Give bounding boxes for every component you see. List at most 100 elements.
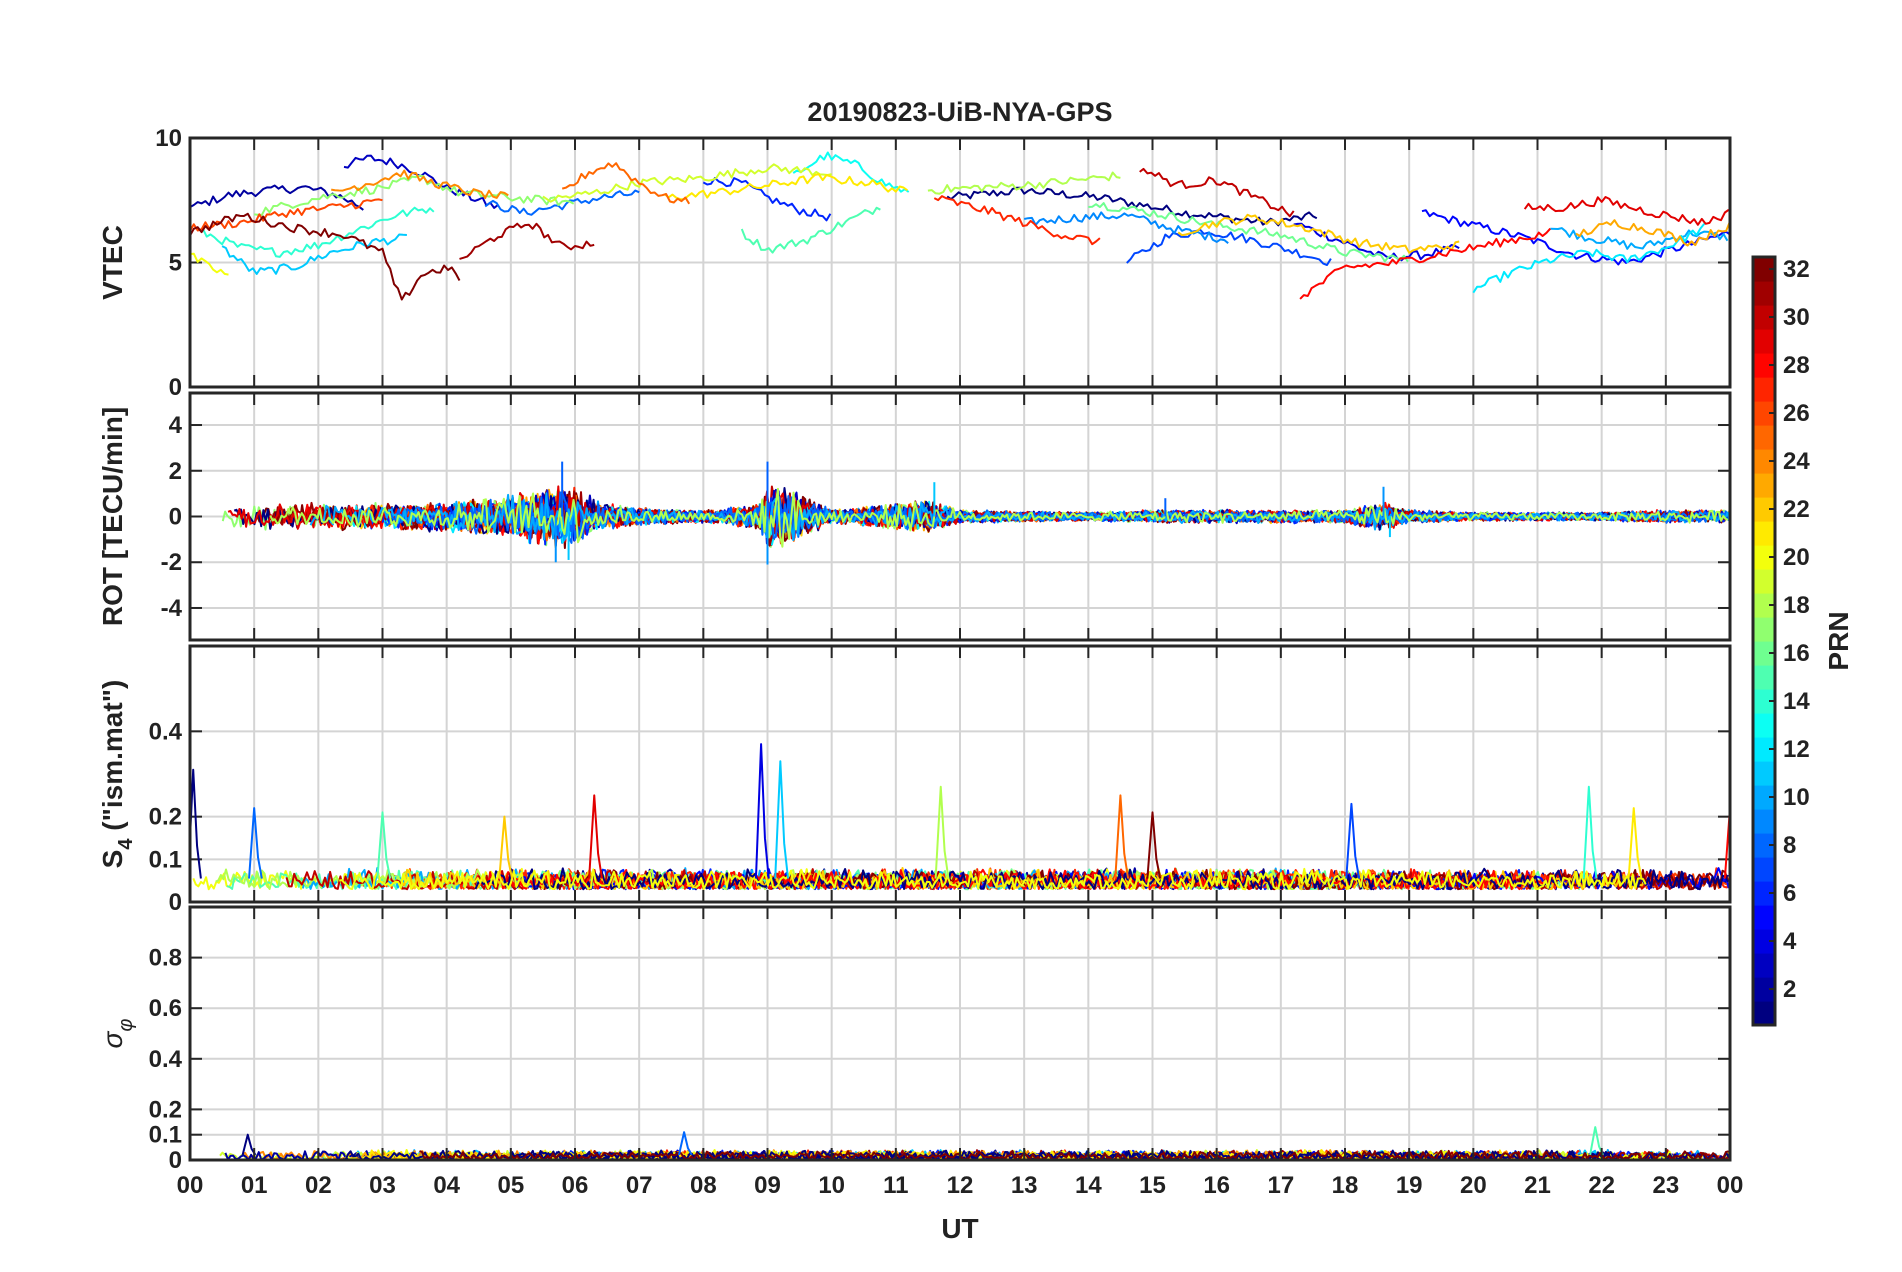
y-axis-title-s4: S4 ("ism.mat") bbox=[97, 680, 137, 869]
y-tick-label: 0.1 bbox=[149, 1122, 182, 1149]
colorbar-tick-label: 10 bbox=[1783, 784, 1810, 811]
x-tick-label: 19 bbox=[1396, 1172, 1423, 1199]
colorbar-segment bbox=[1753, 953, 1775, 978]
vtec-series-prn-25 bbox=[561, 162, 691, 205]
vtec-series-prn-28 bbox=[1299, 227, 1552, 300]
x-tick-label: 01 bbox=[241, 1172, 268, 1199]
colorbar-segment bbox=[1753, 857, 1775, 882]
vtec-series-prn-24 bbox=[331, 169, 509, 200]
s4-peak bbox=[588, 794, 603, 879]
y-tick-label: 0 bbox=[169, 504, 182, 531]
y-axis-title-sub: 4 bbox=[115, 838, 137, 850]
colorbar-segment bbox=[1753, 593, 1775, 618]
s4-peak bbox=[498, 815, 514, 879]
x-tick-label: 20 bbox=[1460, 1172, 1487, 1199]
colorbar-tick-label: 28 bbox=[1783, 352, 1810, 379]
colorbar-tick-label: 2 bbox=[1783, 976, 1796, 1003]
colorbar-segment bbox=[1753, 929, 1775, 954]
y-tick-label: 2 bbox=[169, 458, 182, 485]
colorbar-tick-label: 8 bbox=[1783, 832, 1796, 859]
colorbar-segment bbox=[1753, 281, 1775, 306]
s4-series bbox=[474, 867, 1729, 891]
colorbar-segment bbox=[1753, 713, 1775, 738]
vtec-series-prn-30 bbox=[1139, 167, 1295, 218]
panel-frame bbox=[188, 136, 1732, 389]
x-axis-title: UT bbox=[941, 1213, 978, 1244]
colorbar-segment bbox=[1753, 257, 1775, 282]
x-tick-label: 08 bbox=[690, 1172, 717, 1199]
y-tick-label: 4 bbox=[169, 412, 183, 439]
colorbar-segment bbox=[1753, 881, 1775, 906]
colorbar-segment bbox=[1753, 377, 1775, 402]
vtec-series-prn-7 bbox=[1126, 228, 1332, 266]
vtec-series-prn-27 bbox=[933, 195, 1101, 246]
x-tick-label: 06 bbox=[562, 1172, 589, 1199]
panel-vtec: 0 5 10 VTEC bbox=[97, 125, 1732, 401]
colorbar-segment bbox=[1753, 521, 1775, 546]
colorbar-segment bbox=[1753, 689, 1775, 714]
vtec-series-prn-14 bbox=[201, 206, 435, 258]
colorbar-label: PRN bbox=[1823, 611, 1854, 670]
vtec-series-prn-29 bbox=[1523, 196, 1730, 226]
chart-title: 20190823-UiB-NYA-GPS bbox=[807, 97, 1112, 127]
y-tick-label: 0.1 bbox=[149, 846, 182, 873]
colorbar-segment bbox=[1753, 761, 1775, 786]
vtec-series-prn-15 bbox=[740, 206, 881, 254]
colorbar-tick-label: 24 bbox=[1783, 448, 1810, 475]
x-tick-label: 07 bbox=[626, 1172, 653, 1199]
y-tick-label: -2 bbox=[161, 549, 182, 576]
y-tick-label: 10 bbox=[155, 125, 182, 152]
vtec-series-prn-18 bbox=[927, 171, 1121, 195]
y-tick-label: 0.4 bbox=[149, 718, 183, 745]
vtec-series-prn-16 bbox=[1088, 202, 1409, 263]
x-tick-label: 17 bbox=[1267, 1172, 1294, 1199]
colorbar-segment bbox=[1753, 785, 1775, 810]
vtec-series-prn-9 bbox=[1023, 211, 1229, 244]
panel-s4: 0 0.1 0.2 0.4 S4 ("ism.mat") bbox=[97, 644, 1732, 916]
x-tick-label: 13 bbox=[1011, 1172, 1038, 1199]
s4-peak bbox=[1146, 811, 1162, 879]
x-tick-label: 00 bbox=[177, 1172, 204, 1199]
sigphi-peak bbox=[677, 1131, 693, 1156]
panel-frame bbox=[188, 391, 1732, 642]
colorbar-tick-label: 14 bbox=[1783, 688, 1810, 715]
colorbar-tick-label: 16 bbox=[1783, 640, 1810, 667]
colorbar-segment bbox=[1753, 665, 1775, 690]
colorbar-tick-label: 18 bbox=[1783, 592, 1810, 619]
colorbar-tick-label: 22 bbox=[1783, 496, 1810, 523]
panel-frame bbox=[188, 644, 1732, 904]
vtec-series-prn-8 bbox=[484, 189, 640, 216]
y-axis-title-main: S bbox=[97, 850, 128, 869]
s4-peak bbox=[1345, 802, 1361, 879]
vtec-series-prn-22 bbox=[1177, 213, 1460, 254]
colorbar-segment bbox=[1753, 641, 1775, 666]
colorbar-segment bbox=[1753, 401, 1775, 426]
x-tick-label: 23 bbox=[1652, 1172, 1679, 1199]
y-axis-title-main: σ bbox=[97, 1030, 128, 1048]
colorbar-segment bbox=[1753, 905, 1775, 930]
x-tick-label: 15 bbox=[1139, 1172, 1166, 1199]
vtec-series-prn-19 bbox=[542, 163, 832, 203]
panel-frame bbox=[188, 905, 1732, 1162]
x-tick-label: 16 bbox=[1203, 1172, 1230, 1199]
colorbar-segment bbox=[1753, 545, 1775, 570]
y-axis-title-rot: ROT [TECU/min] bbox=[97, 407, 128, 626]
colorbar-segment bbox=[1753, 1001, 1775, 1026]
colorbar-tick-label: 30 bbox=[1783, 304, 1810, 331]
s4-peak bbox=[1723, 807, 1730, 879]
y-axis-title-sub: φ bbox=[115, 1019, 137, 1032]
y-tick-label: -4 bbox=[161, 595, 183, 622]
colorbar-tick-label: 6 bbox=[1783, 880, 1796, 907]
colorbar-tick-label: 4 bbox=[1783, 928, 1797, 955]
colorbar-frame bbox=[1751, 255, 1777, 1027]
colorbar-tick-label: 26 bbox=[1783, 400, 1810, 427]
vtec-series-prn-26 bbox=[190, 198, 383, 232]
vtec-series-prn-13 bbox=[792, 151, 910, 193]
y-tick-label: 0.6 bbox=[149, 995, 182, 1022]
y-tick-label: 0.2 bbox=[149, 804, 182, 831]
vtec-series-prn-23 bbox=[1575, 219, 1730, 247]
y-axis-title-vtec: VTEC bbox=[97, 225, 128, 300]
colorbar-segment bbox=[1753, 617, 1775, 642]
